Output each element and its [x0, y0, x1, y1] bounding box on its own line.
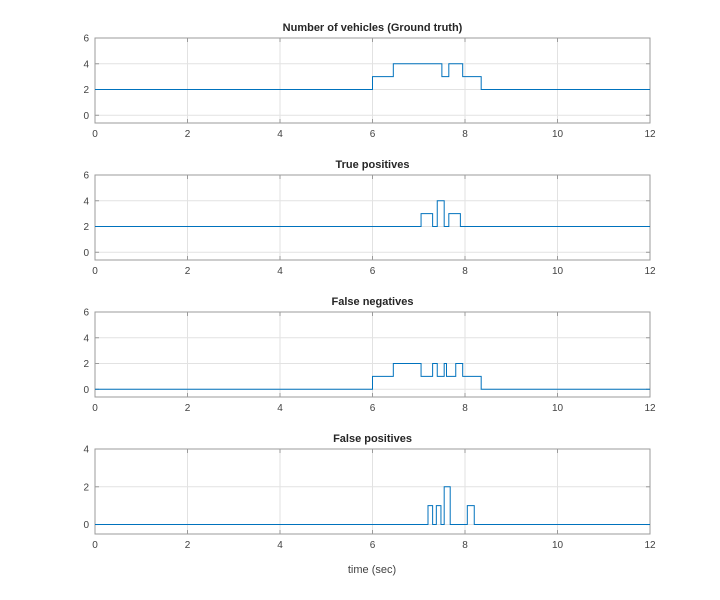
- step-series-line: [95, 63, 650, 91]
- x-tick-label: 6: [370, 266, 376, 277]
- y-tick-label: 4: [83, 196, 89, 207]
- y-tick-label: 2: [83, 85, 89, 96]
- x-tick-label: 2: [185, 266, 191, 277]
- x-tick-label: 8: [462, 540, 468, 551]
- x-tick-label: 0: [92, 540, 98, 551]
- step-series-line: [95, 363, 650, 390]
- x-tick-label: 4: [277, 403, 283, 414]
- x-tick-label: 2: [185, 403, 191, 414]
- y-tick-label: 6: [83, 308, 89, 319]
- subplot-false-negatives: 0 2 4 6 8 10 12 0 2 4 6 False negatives: [0, 290, 720, 427]
- x-tick-label: 10: [552, 266, 564, 277]
- subplot-title: False negatives: [332, 296, 414, 308]
- step-series-line: [95, 486, 650, 526]
- step-series-line: [95, 200, 650, 228]
- x-tick-label: 0: [92, 266, 98, 277]
- x-tick-label: 6: [370, 129, 376, 140]
- x-tick-label: 2: [185, 540, 191, 551]
- subplot-ground-truth: 0 2 4 6 8 10 12 0 2 4 6 Number of vehicles (Ground …: [0, 16, 720, 153]
- subplot-title: Number of vehicles (Ground truth): [283, 22, 463, 34]
- subplot-true-positives: 0 2 4 6 8 10 12 0 2 4 6 True positives: [0, 153, 720, 290]
- y-tick-label: 0: [83, 111, 89, 122]
- x-tick-label: 2: [185, 129, 191, 140]
- chart-canvas: 0 2 4 6 8 10 12 0 2 4 False positives: [83, 433, 656, 551]
- x-tick-label: 6: [370, 540, 376, 551]
- x-tick-label: 0: [92, 403, 98, 414]
- chart-canvas: 0 2 4 6 8 10 12 0 2 4 6 True positives: [83, 159, 656, 277]
- y-tick-label: 2: [83, 222, 89, 233]
- y-tick-label: 0: [83, 385, 89, 396]
- xlabel-row: time (sec): [0, 564, 720, 584]
- x-tick-label: 10: [552, 403, 564, 414]
- x-tick-label: 12: [644, 129, 656, 140]
- x-tick-label: 12: [644, 403, 656, 414]
- y-tick-label: 4: [83, 59, 89, 70]
- y-tick-label: 6: [83, 171, 89, 182]
- chart-canvas: 0 2 4 6 8 10 12 0 2 4 6 Number of vehicles (Ground …: [83, 22, 656, 140]
- x-tick-label: 0: [92, 129, 98, 140]
- x-tick-label: 6: [370, 403, 376, 414]
- subplot-title: True positives: [336, 159, 410, 171]
- y-tick-label: 4: [83, 445, 89, 456]
- x-tick-label: 4: [277, 266, 283, 277]
- y-tick-label: 6: [83, 34, 89, 45]
- y-tick-label: 2: [83, 359, 89, 370]
- x-tick-label: 12: [644, 266, 656, 277]
- x-tick-label: 4: [277, 540, 283, 551]
- x-tick-label: 8: [462, 403, 468, 414]
- y-tick-label: 0: [83, 248, 89, 259]
- x-tick-label: 8: [462, 129, 468, 140]
- y-tick-label: 4: [83, 333, 89, 344]
- x-tick-label: 10: [552, 540, 564, 551]
- subplot-false-positives: 0 2 4 6 8 10 12 0 2 4 False positives: [0, 427, 720, 564]
- subplot-title: False positives: [333, 433, 412, 445]
- x-tick-label: 8: [462, 266, 468, 277]
- x-axis-label: time (sec): [347, 564, 397, 576]
- x-tick-label: 12: [644, 540, 656, 551]
- y-tick-label: 0: [83, 520, 89, 531]
- chart-canvas: 0 2 4 6 8 10 12 0 2 4 6 False negatives: [83, 296, 656, 414]
- x-tick-label: 4: [277, 129, 283, 140]
- x-tick-label: 10: [552, 129, 564, 140]
- y-tick-label: 2: [83, 482, 89, 493]
